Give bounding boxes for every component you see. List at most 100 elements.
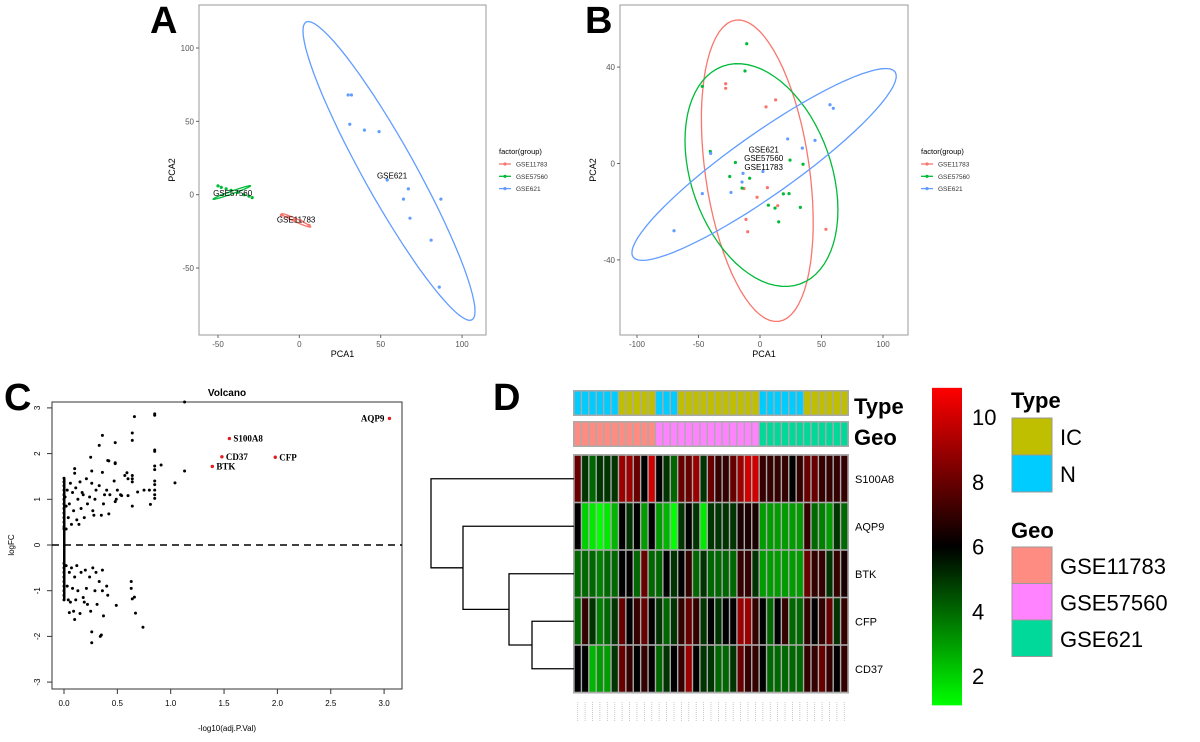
x-tick-label: -50 xyxy=(693,340,705,349)
highlight-point xyxy=(220,455,224,459)
heatmap-cell xyxy=(767,598,774,645)
heatmap-cell xyxy=(641,598,648,645)
legend-key-point xyxy=(503,187,507,191)
geo-annotation-cell xyxy=(633,422,640,446)
heatmap-cell xyxy=(663,550,670,597)
geo-annotation-cell xyxy=(693,422,700,446)
heatmap-cell xyxy=(774,645,781,692)
heatmap-cell xyxy=(633,598,640,645)
heatmap-cell xyxy=(611,455,618,502)
heatmap-cell xyxy=(656,598,663,645)
type-annotation-cell xyxy=(730,391,737,415)
type-annotation-cell xyxy=(641,391,648,415)
point-gse11783 xyxy=(299,219,303,223)
gene-point xyxy=(95,602,99,606)
heatmap-cell xyxy=(670,598,677,645)
heatmap-cell xyxy=(611,550,618,597)
geo-annotation-cell xyxy=(670,422,677,446)
point-gse11783 xyxy=(744,217,748,222)
panel-label-d: D xyxy=(493,377,520,419)
heatmap-cell xyxy=(693,503,700,550)
point-gse57560 xyxy=(745,42,749,46)
heatmap-cell xyxy=(648,645,655,692)
volcano-plot: Volcano 0.0 0.5 1.0 1.5 2.0 2.5 3.0 -3 -2 -1 0 1 2 3 -l… xyxy=(7,388,403,733)
heatmap-cell xyxy=(589,645,596,692)
point-gse621 xyxy=(729,190,733,195)
heatmap-cell xyxy=(715,645,722,692)
gene-point xyxy=(89,609,93,613)
legend-swatch-geo xyxy=(1011,546,1053,584)
gene-point xyxy=(133,611,137,615)
geo-annotation-cell xyxy=(811,422,818,446)
gene-point xyxy=(90,630,94,634)
heatmap-cell xyxy=(604,455,611,502)
gene-point xyxy=(73,471,77,475)
heatmap-cell xyxy=(819,598,826,645)
gene-point xyxy=(113,500,117,504)
heatmap-cell xyxy=(626,598,633,645)
heatmap-cell xyxy=(782,550,789,597)
heatmap-cell xyxy=(648,598,655,645)
gene-point xyxy=(93,497,97,501)
gene-point xyxy=(99,633,103,637)
heatmap-cell xyxy=(596,598,603,645)
point-gse11783 xyxy=(724,86,728,90)
gene-point xyxy=(141,625,145,629)
geo-annotation-cell xyxy=(841,422,848,446)
point-gse57560 xyxy=(235,190,240,195)
point-gse11783 xyxy=(824,227,828,231)
geo-annotation-cell xyxy=(574,422,581,446)
gene-point xyxy=(153,479,157,483)
heatmap-cell xyxy=(693,550,700,597)
heatmap-cell xyxy=(611,598,618,645)
legend-title-geo: Geo xyxy=(1011,518,1054,543)
heatmap-cell xyxy=(596,550,603,597)
heatmap-cell xyxy=(641,550,648,597)
gene-point xyxy=(62,593,66,597)
heatmap: Type Geo S100A8 AQP9 BTK CFP CD37 10 8 6 4 2 Type IC N… xyxy=(430,387,1168,722)
heatmap-cell xyxy=(648,455,655,502)
point-gse621 xyxy=(828,103,832,107)
geo-annotation-cell xyxy=(752,422,759,446)
heatmap-cell xyxy=(811,645,818,692)
heatmap-cell xyxy=(774,598,781,645)
geo-annotation-cell xyxy=(596,422,603,446)
heatmap-cell xyxy=(582,598,589,645)
heatmap-cell xyxy=(752,503,759,550)
heatmap-cell xyxy=(707,455,715,502)
geo-annotation-cell xyxy=(745,422,752,446)
gene-point xyxy=(113,461,117,465)
type-annotation-cell xyxy=(574,391,581,415)
gene-point xyxy=(64,504,68,508)
legend-key-point xyxy=(503,174,507,178)
heatmap-cell xyxy=(752,645,759,692)
point-gse57560 xyxy=(728,174,732,179)
point-gse57560 xyxy=(740,186,744,190)
highlight-point xyxy=(387,416,392,421)
gene-point xyxy=(65,584,69,588)
group-label: GSE621 xyxy=(377,172,408,181)
heatmap-cell xyxy=(737,455,744,502)
heatmap-cell xyxy=(656,455,663,502)
heatmap-cell xyxy=(633,645,640,692)
heatmap-cell xyxy=(752,455,759,502)
row-label: CD37 xyxy=(855,664,883,676)
gene-point xyxy=(132,595,136,599)
gene-point xyxy=(67,502,71,506)
gene-point xyxy=(62,480,66,484)
gene-point xyxy=(76,589,80,593)
group-label: GSE11783 xyxy=(277,216,316,225)
type-annotation-cell xyxy=(796,391,803,415)
gene-label: BTK xyxy=(216,461,235,471)
heatmap-cell xyxy=(759,550,766,597)
heatmap-cell xyxy=(648,550,655,597)
heatmap-cell xyxy=(833,598,840,645)
gene-point xyxy=(75,564,79,568)
gene-point xyxy=(68,600,72,604)
gene-point xyxy=(153,496,157,500)
gene-point xyxy=(85,602,89,606)
geo-annotation-cell xyxy=(796,422,803,446)
gene-point xyxy=(73,467,77,471)
heatmap-cell xyxy=(722,645,729,692)
